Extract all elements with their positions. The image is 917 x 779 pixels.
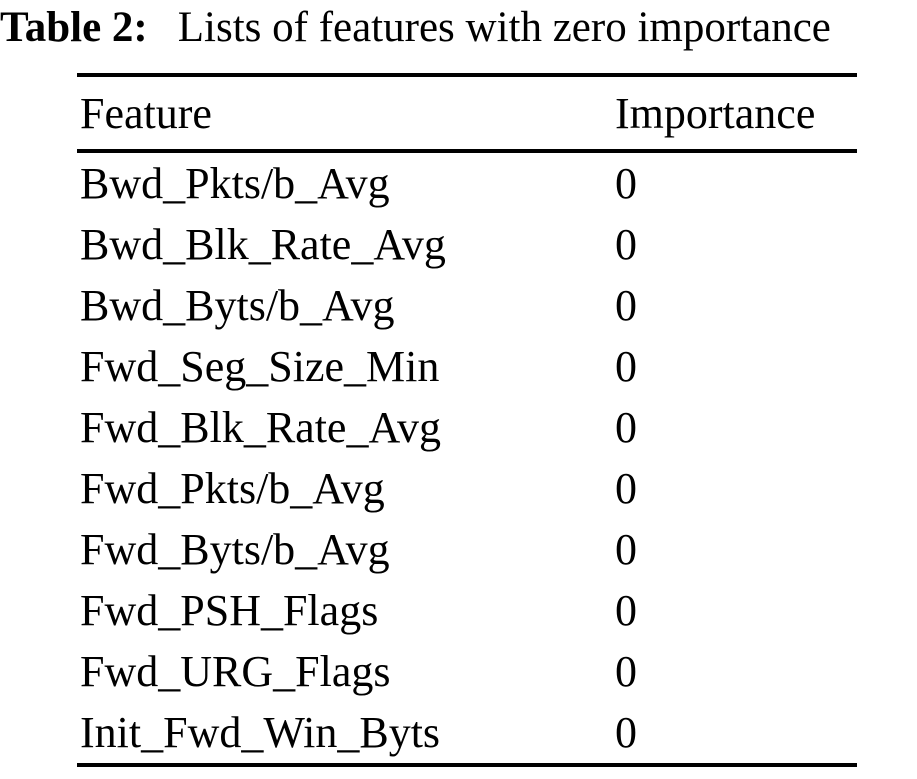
feature-cell: Bwd_Byts/b_Avg <box>80 281 395 330</box>
table-caption-label: Table 2: <box>0 4 148 51</box>
table-row: Init_Fwd_Win_Byts 0 <box>77 702 857 765</box>
header-row: Feature Importance <box>77 75 857 153</box>
table-row: Fwd_Seg_Size_Min 0 <box>77 336 857 397</box>
feature-cell: Fwd_Byts/b_Avg <box>80 525 390 574</box>
importance-cell: 0 <box>615 586 637 635</box>
table-row: Fwd_Byts/b_Avg 0 <box>77 519 857 580</box>
importance-cell: 0 <box>615 708 637 757</box>
table-header: Feature Importance <box>77 75 857 153</box>
table-row: Fwd_URG_Flags 0 <box>77 641 857 702</box>
column-header-feature: Feature <box>77 75 612 153</box>
table-caption: Table 2: Lists of features with zero impo… <box>0 2 917 54</box>
importance-cell: 0 <box>615 220 637 269</box>
importance-cell: 0 <box>615 403 637 452</box>
zero-importance-table: Feature Importance Bwd_Pkts/b_Avg 0 Bwd_… <box>77 73 857 767</box>
importance-cell: 0 <box>615 647 637 696</box>
table-row: Bwd_Blk_Rate_Avg 0 <box>77 214 857 275</box>
table-row: Bwd_Pkts/b_Avg 0 <box>77 151 857 214</box>
table-body: Bwd_Pkts/b_Avg 0 Bwd_Blk_Rate_Avg 0 Bwd_… <box>77 151 857 765</box>
feature-cell: Bwd_Pkts/b_Avg <box>80 159 390 208</box>
importance-cell: 0 <box>615 342 637 391</box>
importance-cell: 0 <box>615 281 637 330</box>
table-row: Fwd_PSH_Flags 0 <box>77 580 857 641</box>
table-caption-text: Lists of features with zero importance <box>177 4 831 51</box>
feature-cell: Fwd_URG_Flags <box>80 647 391 696</box>
importance-cell: 0 <box>615 464 637 513</box>
feature-cell: Bwd_Blk_Rate_Avg <box>80 220 446 269</box>
feature-cell: Fwd_Seg_Size_Min <box>80 342 440 391</box>
column-header-importance: Importance <box>612 75 857 153</box>
importance-cell: 0 <box>615 159 637 208</box>
feature-cell: Fwd_PSH_Flags <box>80 586 379 635</box>
table-row: Fwd_Blk_Rate_Avg 0 <box>77 397 857 458</box>
importance-cell: 0 <box>615 525 637 574</box>
table-row: Bwd_Byts/b_Avg 0 <box>77 275 857 336</box>
feature-cell: Init_Fwd_Win_Byts <box>80 708 441 757</box>
feature-cell: Fwd_Blk_Rate_Avg <box>80 403 441 452</box>
table-row: Fwd_Pkts/b_Avg 0 <box>77 458 857 519</box>
feature-cell: Fwd_Pkts/b_Avg <box>80 464 385 513</box>
